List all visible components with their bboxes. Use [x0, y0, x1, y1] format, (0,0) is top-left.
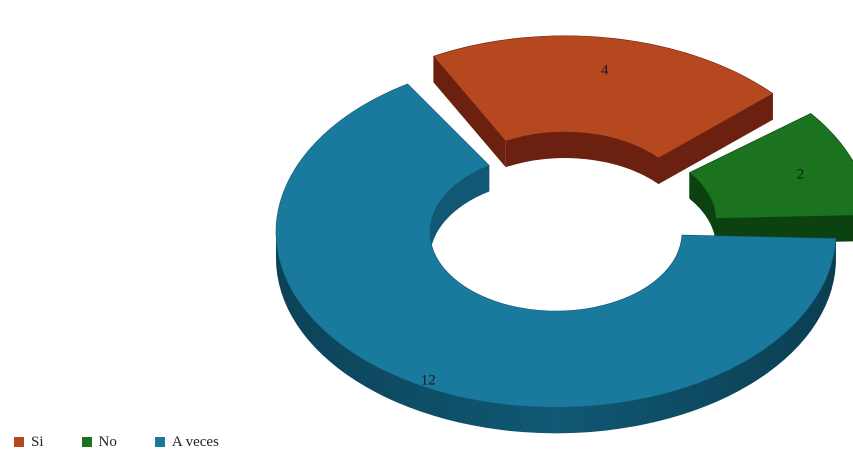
slice-inner-wall-a-veces [430, 165, 490, 259]
slice-cut-face-si [658, 93, 773, 185]
legend-swatch-a-veces [154, 437, 165, 447]
slice-inner-wall-si [505, 132, 659, 185]
legend-swatch-si [14, 437, 24, 447]
slice-a-veces [275, 83, 837, 434]
pie-slices: 4 2 12 [275, 35, 853, 434]
legend-swatch-no [81, 437, 92, 447]
slice-cut-face-si [433, 56, 506, 168]
legend-label-no: No [98, 433, 117, 450]
legend: Si No A veces [14, 432, 219, 452]
data-label-a-veces: 12 [421, 372, 436, 388]
data-label-si: 4 [601, 62, 609, 78]
legend-item-no: No [81, 433, 117, 451]
slice-top-no [688, 113, 853, 219]
slice-si [432, 35, 774, 185]
slice-top-si [432, 35, 774, 159]
data-label-no: 2 [797, 166, 805, 182]
legend-label-si: Si [31, 433, 44, 450]
slice-top-a-veces [275, 83, 837, 408]
legend-item-si: Si [14, 434, 44, 451]
legend-item-a-veces: A veces [154, 433, 219, 451]
legend-label-a-veces: A veces [171, 433, 219, 450]
